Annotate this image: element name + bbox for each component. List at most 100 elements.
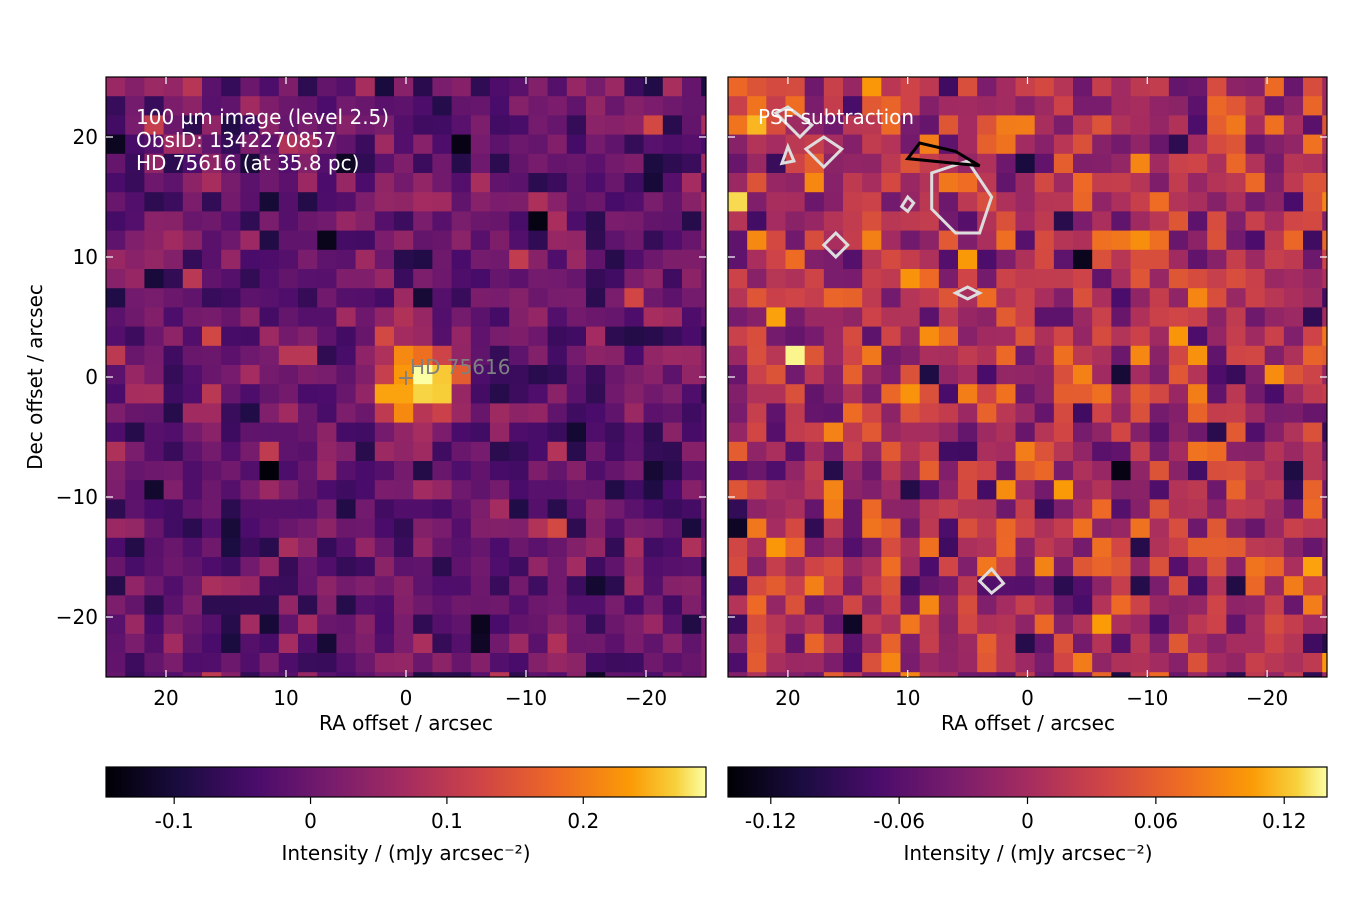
heatmap-cell	[1073, 288, 1093, 308]
heatmap-cell	[1168, 134, 1189, 155]
heatmap-cell	[509, 557, 529, 577]
heatmap-cell	[843, 614, 863, 635]
heatmap-cell	[682, 633, 702, 654]
heatmap-cell	[470, 307, 491, 328]
heatmap-cell	[509, 614, 529, 635]
heatmap-cell	[413, 153, 433, 174]
heatmap-cell	[451, 403, 472, 424]
heatmap-cell	[766, 153, 787, 174]
heatmap-cell	[862, 461, 882, 481]
heatmap-cell	[413, 115, 433, 136]
heatmap-cell	[509, 518, 529, 539]
heatmap-cell	[125, 422, 145, 443]
heatmap-cell	[958, 77, 978, 97]
heatmap-cell	[996, 672, 1017, 677]
heatmap-cell	[1034, 96, 1055, 116]
heatmap-cell	[766, 461, 787, 481]
heatmap-cell	[643, 134, 664, 155]
heatmap-cell	[1322, 115, 1327, 136]
heatmap-cell	[862, 269, 882, 289]
heatmap-cell	[374, 614, 395, 635]
heatmap-cell	[451, 461, 472, 481]
heatmap-cell	[624, 403, 645, 424]
heatmap-cell	[938, 249, 959, 270]
heatmap-cell	[278, 461, 299, 481]
heatmap-cell	[1207, 461, 1227, 481]
left-annotation-line-3: HD 75616 (at 35.8 pc)	[136, 151, 359, 175]
heatmap-cell	[106, 595, 126, 616]
heatmap-cell	[1168, 192, 1189, 212]
heatmap-cell	[804, 672, 825, 677]
heatmap-cell	[1245, 518, 1266, 539]
y-tick-label: −10	[56, 485, 98, 509]
heatmap-cell	[163, 211, 184, 232]
heatmap-cell	[900, 211, 921, 232]
heatmap-cell	[1303, 595, 1323, 616]
heatmap-cell	[881, 672, 902, 677]
heatmap-cell	[374, 326, 395, 347]
heatmap-cell	[728, 307, 748, 328]
heatmap-cell	[355, 653, 376, 673]
heatmap-cell	[586, 288, 606, 308]
heatmap-cell	[977, 595, 997, 616]
heatmap-cell	[374, 403, 395, 424]
heatmap-cell	[490, 653, 510, 673]
heatmap-cell	[106, 691, 126, 711]
heatmap-cell	[843, 441, 863, 462]
heatmap-cell	[202, 173, 222, 193]
heatmap-cell	[1034, 345, 1055, 366]
heatmap-cell	[106, 134, 126, 155]
heatmap-cell	[662, 115, 683, 136]
heatmap-cell	[728, 345, 748, 366]
heatmap-cell	[785, 422, 806, 443]
heatmap-cell	[1111, 441, 1132, 462]
right-panel: PSF subtraction 20 10 0 −10 −20 RA offset / …	[727, 76, 1350, 735]
heatmap-cell	[823, 288, 844, 308]
heatmap-cell	[1226, 441, 1247, 462]
right-annotation-line-1: PSF subtraction	[758, 105, 914, 129]
heatmap-cell	[843, 365, 863, 385]
left-annotation-line-2: ObsID: 1342270857	[136, 128, 337, 152]
heatmap-cell	[728, 633, 748, 654]
heatmap-cell	[804, 518, 825, 539]
heatmap-cell	[182, 557, 203, 577]
heatmap-cell	[586, 403, 606, 424]
heatmap-cell	[490, 384, 510, 404]
heatmap-cell	[728, 173, 748, 193]
heatmap-cell	[900, 365, 921, 385]
heatmap-cell	[355, 230, 376, 251]
heatmap-cell	[298, 249, 318, 270]
heatmap-cell	[470, 499, 491, 520]
heatmap-cell	[452, 691, 472, 711]
heatmap-cell	[900, 480, 921, 500]
heatmap-cell	[432, 576, 453, 596]
heatmap-cell	[843, 77, 863, 97]
heatmap-cell	[662, 345, 683, 366]
heatmap-cell	[317, 173, 337, 193]
heatmap-cell	[728, 672, 748, 677]
heatmap-cell	[766, 422, 787, 443]
heatmap-cell	[586, 230, 606, 251]
heatmap-cell	[317, 633, 337, 654]
heatmap-cell	[605, 96, 625, 116]
heatmap-cell	[374, 134, 395, 155]
heatmap-cell	[682, 96, 702, 116]
right-colorbar-label: Intensity / (mJy arcsec⁻²)	[903, 841, 1152, 865]
heatmap-cell	[355, 633, 376, 654]
heatmap-cell	[202, 192, 222, 212]
heatmap-cell	[862, 384, 882, 404]
heatmap-cell	[881, 633, 902, 654]
heatmap-cell	[1188, 365, 1208, 385]
heatmap-cell	[728, 461, 748, 481]
heatmap-cell	[1149, 173, 1170, 193]
heatmap-cell	[413, 288, 433, 308]
heatmap-cell	[394, 96, 414, 116]
heatmap-cell	[1111, 345, 1132, 366]
heatmap-cell	[938, 614, 959, 635]
heatmap-cell	[106, 576, 126, 596]
heatmap-cell	[509, 365, 529, 385]
heatmap-cell	[900, 633, 921, 654]
heatmap-cell	[1341, 576, 1350, 596]
heatmap-cell	[451, 595, 472, 616]
heatmap-cell	[106, 173, 126, 193]
